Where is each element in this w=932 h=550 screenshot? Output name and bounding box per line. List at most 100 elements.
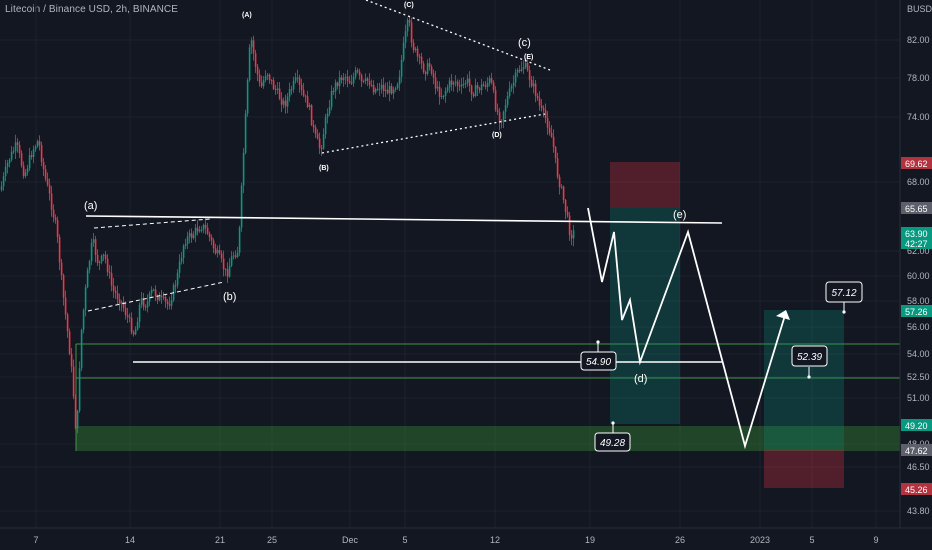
candle-body [4, 167, 7, 177]
candle-body [414, 48, 417, 51]
candle-body [458, 85, 461, 87]
candle-body [524, 62, 527, 68]
candle-body [56, 220, 59, 238]
y-tick-label: 54.00 [907, 349, 930, 359]
candle-body [228, 265, 231, 277]
y-tick-label: 52.50 [907, 372, 930, 382]
candle-body [40, 144, 43, 163]
candle-body [390, 85, 393, 94]
short-target-zone [610, 208, 680, 424]
candle-body [230, 256, 233, 266]
price-tag [901, 157, 932, 169]
candle-body [534, 83, 537, 96]
candle-body [188, 233, 191, 237]
price-axis[interactable] [900, 0, 932, 528]
price-tag [901, 483, 932, 495]
candle-body [6, 162, 9, 168]
candle-body [80, 329, 83, 369]
candle-body [198, 229, 201, 232]
candle-body [302, 89, 305, 96]
candle-body [528, 70, 531, 80]
svg-text:49.28: 49.28 [600, 438, 625, 449]
candle-body [554, 147, 557, 159]
candle-body [96, 254, 99, 264]
candle-body [160, 295, 163, 297]
callout-54-90: 54.90 [580, 340, 617, 371]
candle-body [138, 304, 141, 323]
wave-A: (A) [242, 12, 252, 19]
candle-body [408, 20, 411, 23]
candle-body [192, 234, 195, 239]
candle-body [58, 237, 61, 263]
candle-body [396, 84, 399, 89]
candle-body [262, 79, 265, 87]
candle-body [162, 296, 165, 298]
candle-body [502, 111, 505, 121]
candle-body [112, 285, 115, 291]
price-tag [901, 227, 932, 249]
candle-body [532, 83, 535, 87]
candle-body [264, 76, 267, 80]
candle-body [374, 88, 377, 93]
candle-body [566, 211, 569, 216]
candle-body [358, 71, 361, 76]
candle-body [146, 301, 149, 308]
candle-body [184, 243, 187, 246]
candle-body [344, 76, 347, 78]
candle-body [292, 80, 295, 90]
chart-title: Litecoin / Binance USD, 2h, BINANCE [5, 4, 179, 15]
candle-body [44, 169, 47, 179]
candle-body [442, 95, 445, 97]
candle-body [372, 85, 375, 93]
candle-body [446, 87, 449, 91]
candle-body [500, 120, 503, 123]
candle-body [34, 146, 37, 150]
candle-body [266, 74, 269, 77]
candle-body [296, 77, 299, 79]
candle-body [216, 250, 219, 254]
candle-body [190, 233, 193, 239]
candle-body [560, 186, 563, 188]
candle-body [88, 261, 91, 270]
candle-body [86, 269, 89, 288]
candle-body [340, 77, 343, 81]
candle-body [436, 86, 439, 89]
candle-body [316, 133, 319, 139]
candle-body [10, 151, 13, 160]
triangle-bottom [321, 113, 546, 154]
candle-body [494, 90, 497, 110]
candle-body [152, 289, 155, 291]
candle-body [2, 176, 5, 187]
candle-body [334, 82, 337, 92]
candle-body [14, 142, 17, 152]
candle-body [30, 155, 33, 157]
candle-body [126, 315, 129, 317]
candle-body [488, 78, 491, 83]
candle-body [570, 234, 573, 239]
candle-body [418, 56, 421, 58]
candle-body [452, 82, 455, 85]
candle-body [484, 85, 487, 87]
svg-text:52.39: 52.39 [797, 352, 822, 363]
candle-body [336, 82, 339, 87]
candle-body [504, 105, 507, 112]
candle-body [394, 88, 397, 90]
candle-body [100, 255, 103, 262]
candle-body [136, 322, 139, 330]
channel-bottom [87, 281, 225, 312]
time-axis[interactable] [0, 528, 932, 550]
candle-body [74, 396, 77, 429]
candle-body [304, 95, 307, 97]
candle-body [338, 77, 341, 87]
candle-body [200, 229, 203, 231]
candle-body [110, 273, 113, 286]
support-zone [76, 426, 900, 451]
candle-body [92, 239, 95, 243]
candle-body [478, 88, 481, 91]
candle-body [66, 314, 69, 332]
candle-body [194, 227, 197, 235]
candle-body [36, 141, 39, 147]
candle-body [420, 56, 423, 64]
candle-body [280, 98, 283, 105]
